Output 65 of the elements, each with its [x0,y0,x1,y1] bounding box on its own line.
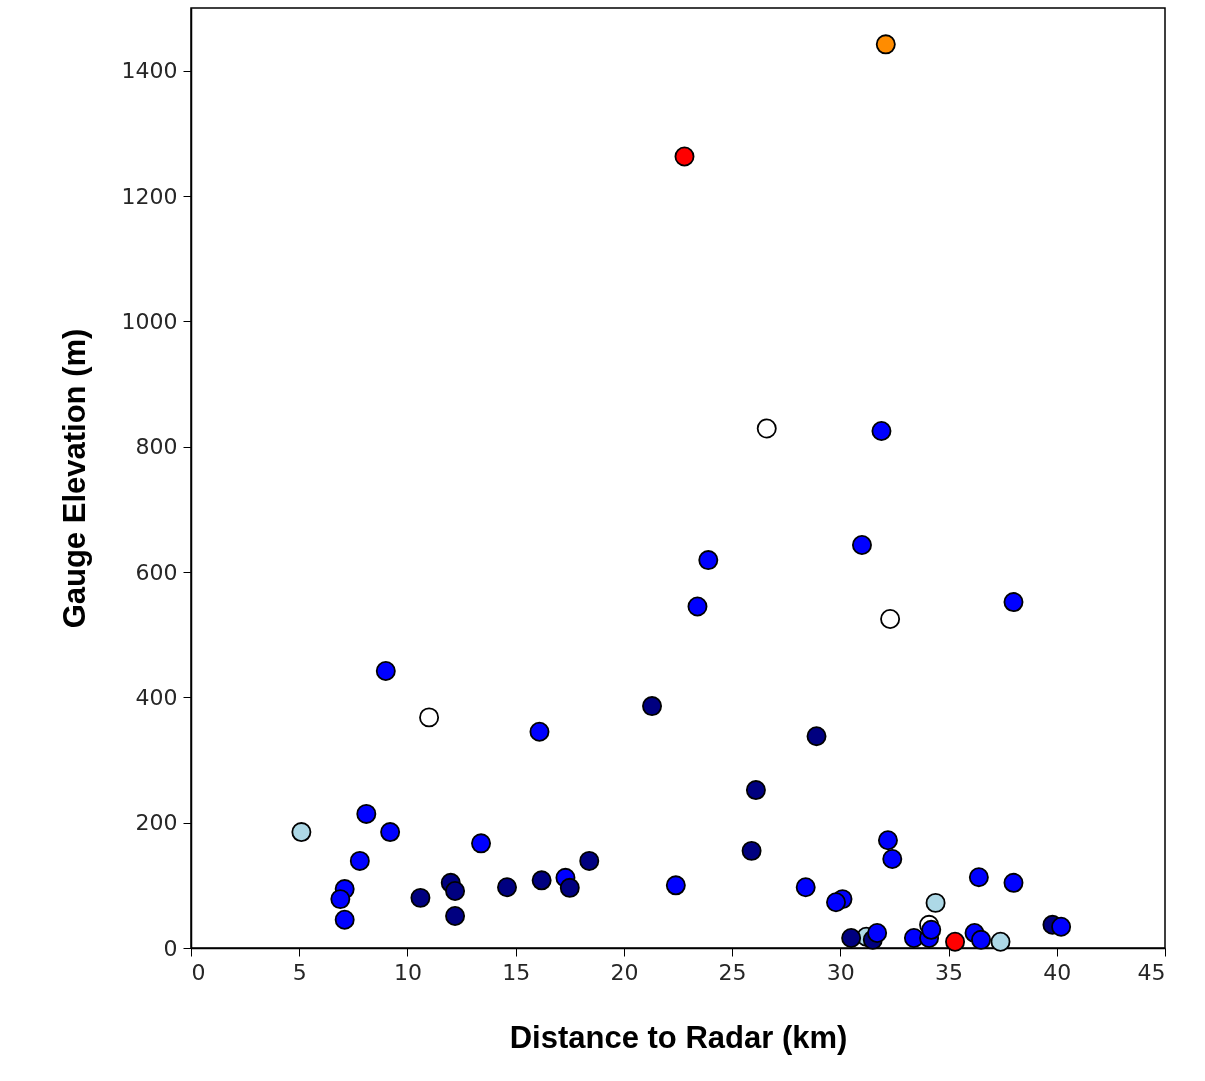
point [579,850,600,871]
point [1003,592,1024,613]
point [921,919,942,940]
point [665,875,686,896]
y-tick-label: 0 [163,935,178,961]
point [875,34,896,55]
point [642,696,663,717]
x-tick-label: 0 [191,959,206,985]
point [882,849,903,869]
point [945,931,966,952]
y-tick-label: 400 [135,684,178,710]
point [990,931,1011,952]
x-tick-label: 40 [1043,959,1072,985]
point [330,889,351,910]
point [806,726,827,747]
point [529,721,550,742]
point [410,887,431,908]
x-tick-label: 5 [292,959,307,985]
point [841,928,862,948]
point [445,881,466,901]
y-tick-label: 800 [135,434,178,460]
point [445,906,466,927]
point [674,146,695,167]
point [795,877,816,898]
point [375,661,396,681]
point [851,535,872,556]
point [1003,872,1024,893]
point [968,867,989,888]
point [334,909,355,930]
point [871,421,892,441]
y-tick-label: 1400 [121,58,178,84]
point [471,833,492,854]
point [756,418,777,439]
point [687,596,708,617]
point [531,870,552,891]
x-tick-label: 45 [1137,959,1166,985]
point [380,822,401,843]
y-axis-title: Gauge Elevation (m) [56,328,92,629]
point [291,822,312,843]
point [877,830,898,851]
point [741,840,762,861]
y-tick-label: 1000 [121,308,178,334]
y-tick-label: 200 [135,810,178,836]
point [1051,916,1072,937]
x-tick-label: 25 [718,959,747,985]
x-tick-label: 15 [502,959,531,985]
point [698,550,719,571]
point [826,892,846,913]
point [497,877,517,898]
point [559,877,580,898]
y-tick-label: 1200 [121,183,178,209]
x-tick-label: 20 [610,959,639,985]
x-tick-label: 35 [935,959,964,985]
point [356,803,377,824]
x-axis-title: Distance to Radar (km) [509,1019,848,1055]
point [349,850,370,871]
point [867,922,888,943]
point [419,707,440,728]
point [880,609,901,629]
x-tick-label: 10 [393,959,422,985]
point [971,929,992,950]
x-tick-label: 30 [826,959,855,985]
y-tick-label: 600 [135,559,178,585]
point [745,780,766,801]
point [925,892,946,913]
